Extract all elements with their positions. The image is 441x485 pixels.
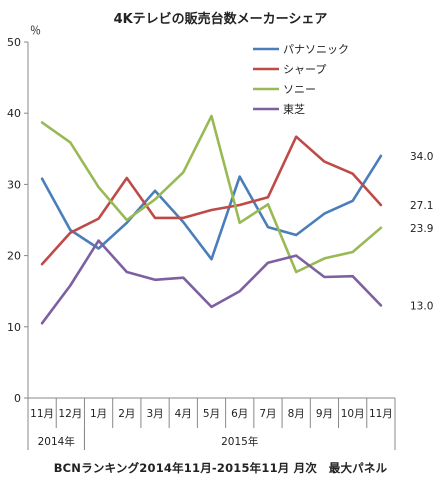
axes: ％ (27, 24, 395, 399)
x-tick-label: 5月 (203, 408, 220, 420)
end-value-label: 34.0 (410, 151, 433, 163)
y-tick-label: 50 (7, 36, 21, 49)
legend-label: ソニー (283, 83, 316, 96)
legend-label: 東芝 (283, 103, 305, 116)
x-tick-label: 2月 (118, 408, 135, 420)
footer-note: BCNランキング2014年11月-2015年11月 月次 最大パネル (53, 461, 388, 475)
series-lines (40, 114, 383, 325)
series-line (40, 239, 383, 325)
y-tick-label: 0 (14, 392, 21, 405)
end-value-labels: 34.0 27.1 23.9 13.0 (410, 151, 433, 313)
x-tick-label: 6月 (231, 408, 248, 420)
y-tick-label: 30 (7, 178, 21, 191)
year-group-label: 2014年 (38, 435, 75, 448)
x-tick-label: 11月 (30, 408, 54, 420)
x-tick-label: 4月 (175, 408, 192, 420)
x-tick-label: 1月 (90, 408, 107, 420)
series-line (40, 114, 383, 274)
year-group-label: 2015年 (221, 435, 258, 448)
end-value-label: 23.9 (410, 223, 433, 235)
y-tick-label: 10 (7, 321, 21, 334)
series-line (40, 135, 383, 266)
legend-label: シャープ (283, 63, 326, 76)
legend-label: パナソニック (283, 43, 349, 56)
x-axis-categories: 11月 12月 1月 2月 3月 4月 5月 6月 7月 8月 9月 10月 11月 2014年 2015年 (27, 398, 396, 450)
y-unit-label: ％ (30, 24, 41, 37)
x-tick-label: 10月 (341, 408, 365, 420)
x-tick-label: 7月 (259, 408, 276, 420)
chart-title: 4Kテレビの販売台数メーカーシェア (113, 12, 328, 27)
y-tick-label: 20 (7, 250, 21, 263)
x-tick-label: 8月 (288, 408, 305, 420)
y-axis-ticks: 0 10 20 30 40 50 (7, 36, 28, 405)
series-line (40, 154, 383, 261)
x-tick-label: 11月 (369, 408, 393, 420)
y-tick-label: 40 (7, 107, 21, 120)
end-value-label: 27.1 (410, 200, 433, 212)
x-tick-label: 12月 (58, 408, 82, 420)
end-value-label: 13.0 (410, 300, 433, 312)
x-tick-label: 3月 (146, 408, 163, 420)
x-tick-label: 9月 (316, 408, 333, 420)
